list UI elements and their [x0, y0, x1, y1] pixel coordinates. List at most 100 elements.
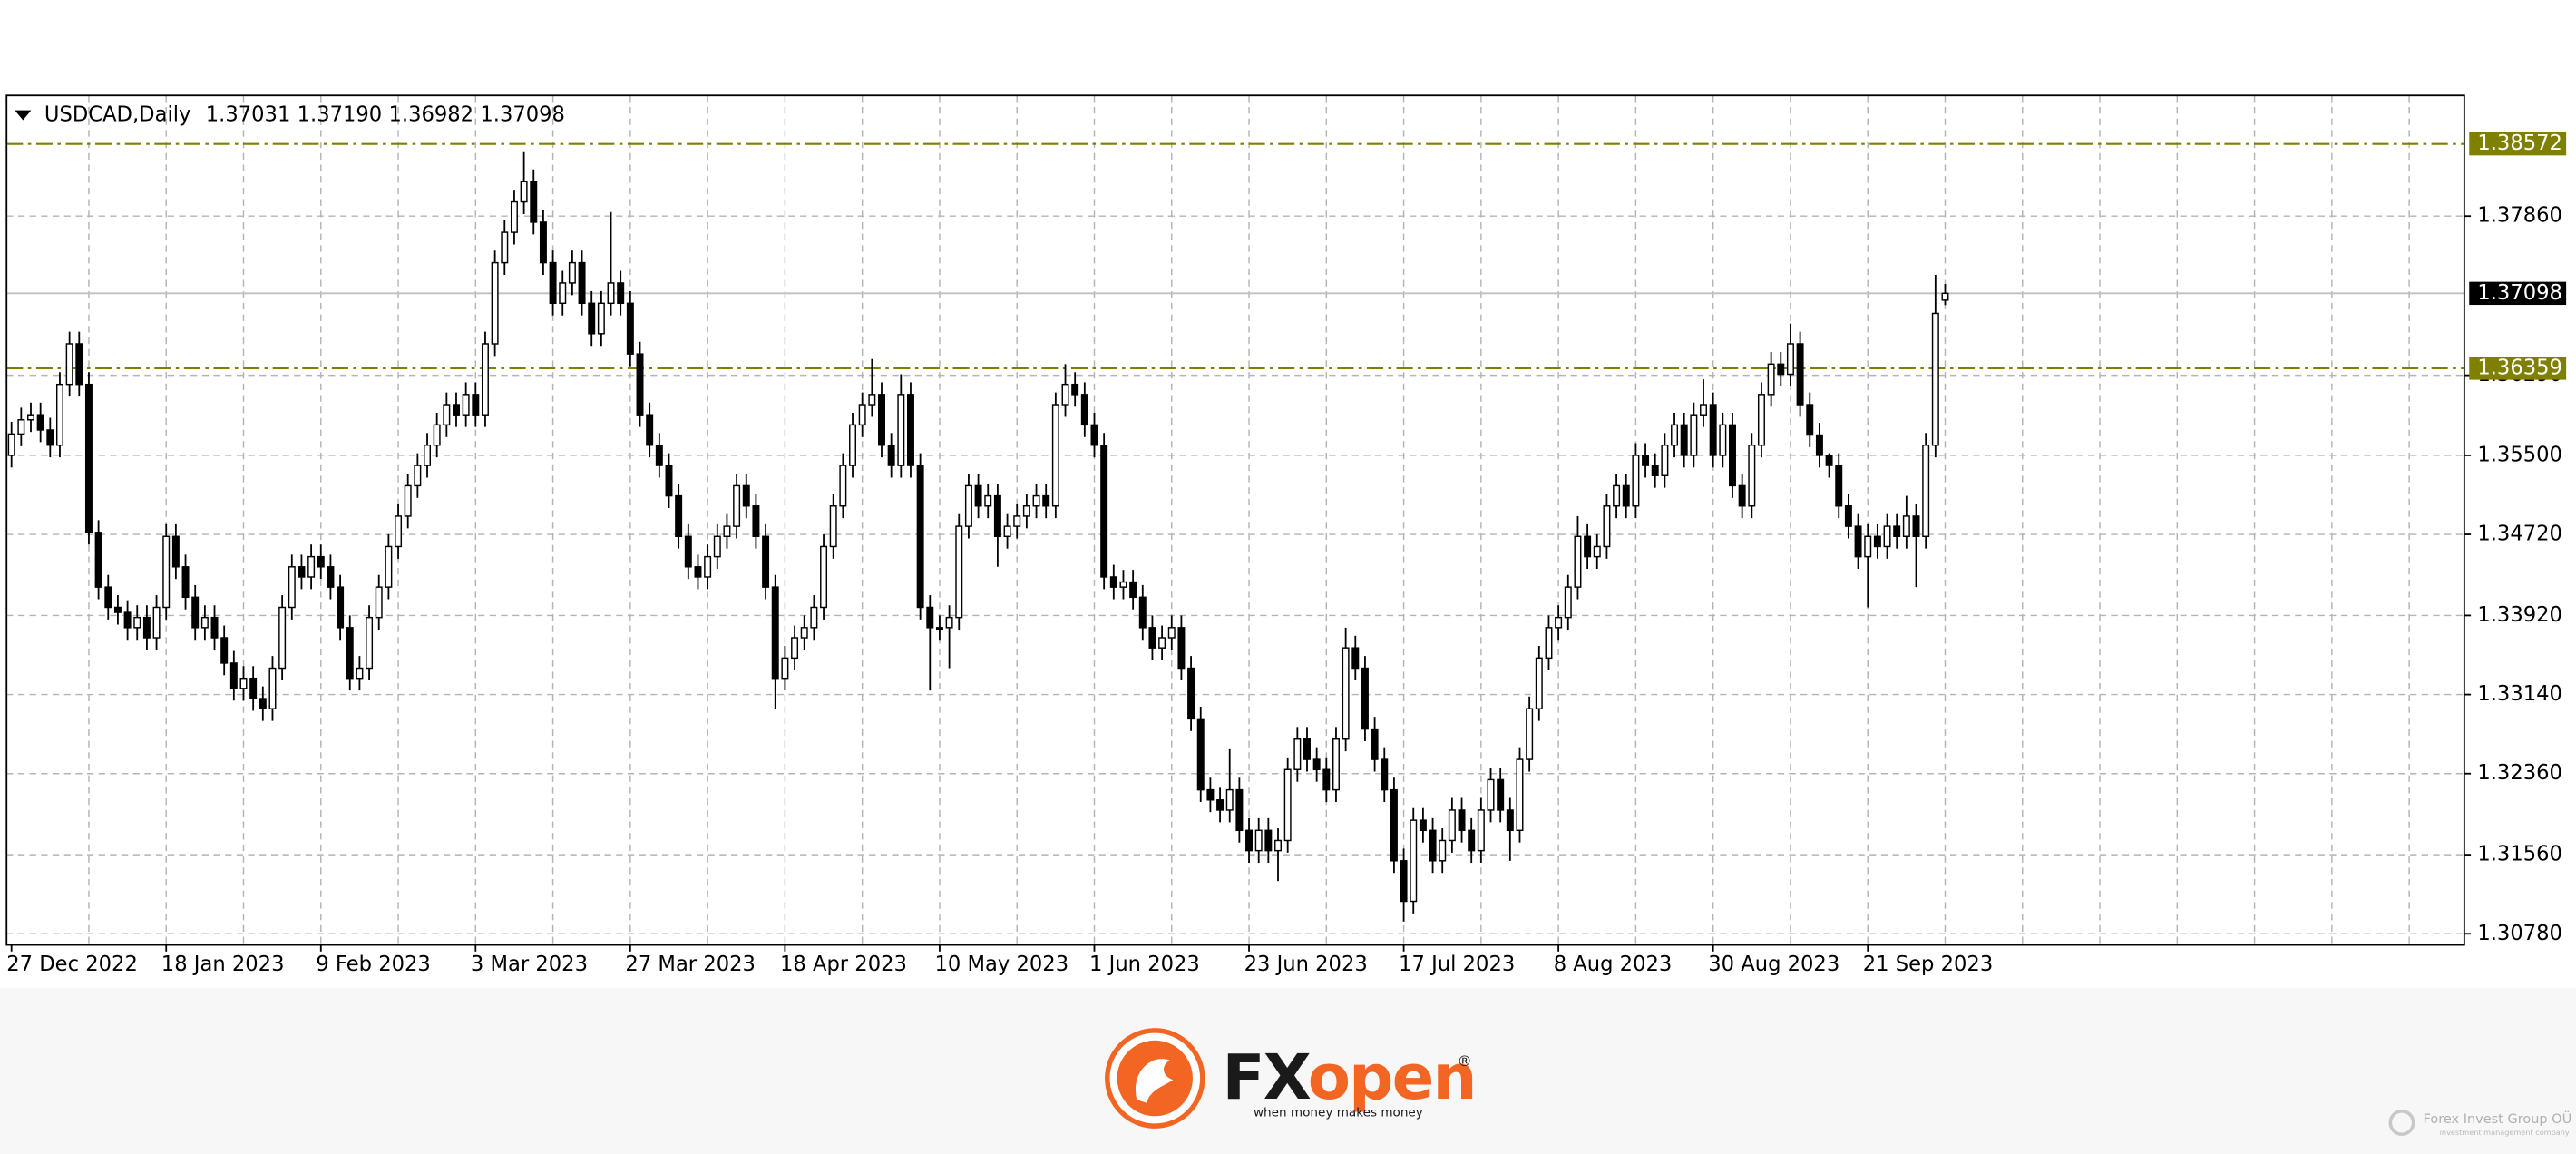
candle-body	[36, 414, 44, 431]
candle-body	[733, 484, 741, 527]
candle-body	[162, 535, 171, 609]
candle-body	[424, 444, 432, 466]
candle-body	[1854, 525, 1862, 558]
candle-body	[1332, 738, 1340, 791]
candle-body	[636, 353, 644, 416]
candle-body	[1109, 576, 1117, 588]
candle-body	[1729, 424, 1736, 487]
x-tick-label: 21 Sep 2023	[1863, 953, 1993, 976]
y-tick-label: 1.34720	[2477, 523, 2562, 546]
candle-body	[617, 282, 625, 305]
grid-layer	[6, 95, 2464, 945]
candle-body	[1922, 444, 1930, 538]
candle-body	[762, 535, 770, 588]
candle-body	[443, 404, 451, 426]
candle-body	[568, 261, 576, 284]
candle-body	[1497, 778, 1505, 811]
candle-body	[868, 394, 876, 406]
logo-fx: FX	[1223, 1042, 1311, 1114]
candle-body	[152, 606, 161, 639]
chart-title: USDCAD,Daily	[44, 103, 191, 127]
candle-body	[887, 444, 895, 466]
candle-body	[133, 616, 141, 629]
candle-body	[1912, 515, 1920, 538]
header-value: 1.37190	[298, 103, 383, 127]
candle-body	[7, 433, 15, 456]
candle-body	[1574, 535, 1582, 588]
candle-body	[1719, 424, 1727, 456]
x-tick-label: 3 Mar 2023	[471, 953, 588, 976]
candle-body	[462, 394, 470, 416]
candle-body	[259, 698, 267, 709]
candle-body	[1622, 484, 1630, 507]
candle-body	[626, 302, 634, 355]
candle-body	[1690, 414, 1698, 456]
candle-body	[510, 200, 518, 233]
candle-body	[1254, 829, 1263, 852]
logo-tagline: when money makes money	[1254, 1106, 1423, 1120]
header-values: 1.37031 1.37190 1.36982 1.37098	[206, 103, 565, 127]
logo-dragon	[1135, 1059, 1174, 1103]
candle-body	[1274, 839, 1282, 852]
candle-body	[926, 606, 934, 629]
candle-body	[1516, 758, 1524, 832]
candle-body	[1738, 484, 1746, 507]
candle-body	[1931, 312, 1939, 446]
logo-registered: ®	[1458, 1052, 1472, 1070]
footer-company: Forex Invest Group OÜ	[2424, 1110, 2572, 1127]
candle-body	[27, 414, 34, 421]
candle-body	[1003, 525, 1011, 538]
price-label: 1.37098	[2477, 281, 2562, 305]
candle-body	[1381, 758, 1389, 791]
candle-body	[1786, 343, 1794, 376]
candle-body	[1235, 788, 1244, 832]
candle-body	[1342, 647, 1350, 740]
candle-body	[65, 343, 73, 386]
candle-body	[104, 586, 112, 609]
candle-body	[1815, 434, 1823, 456]
candle-body	[239, 677, 248, 689]
candle-body	[17, 419, 25, 435]
candle-body	[1651, 465, 1659, 476]
candle-body	[453, 404, 460, 416]
candle-body	[327, 566, 335, 588]
footer-band	[0, 987, 2576, 1154]
candle-body	[1584, 535, 1592, 558]
y-tick-label: 1.30780	[2477, 922, 2562, 945]
x-tick-label: 1 Jun 2023	[1089, 953, 1200, 976]
candle-body	[123, 611, 132, 629]
candle-body	[307, 555, 316, 578]
candle-body	[1671, 424, 1679, 446]
candle-body	[771, 586, 779, 680]
candle-body	[1680, 424, 1688, 456]
candle-body	[1071, 383, 1079, 396]
candle-body	[191, 596, 200, 629]
candle-body	[839, 465, 847, 507]
top-band	[0, 0, 2576, 93]
candle-body	[549, 261, 557, 305]
collapse-arrow	[15, 110, 32, 121]
candle-body	[945, 616, 953, 629]
candle-body	[1283, 768, 1292, 842]
candle-body	[849, 424, 857, 466]
candle-body	[993, 494, 1001, 538]
candle-body	[1777, 363, 1785, 376]
candle-body	[1245, 829, 1254, 852]
y-tick-label: 1.35500	[2477, 443, 2562, 466]
candle-body	[559, 282, 567, 305]
candle-body	[974, 484, 982, 507]
candle-body	[829, 505, 837, 548]
candle-body	[810, 606, 818, 629]
candle-body	[501, 231, 509, 264]
candle-body	[1390, 788, 1398, 862]
candle-body	[1196, 718, 1205, 791]
plot-frame	[5, 94, 2465, 946]
candle-body	[1661, 444, 1669, 476]
candle-body	[713, 535, 721, 558]
candle-body	[694, 566, 702, 578]
candle-body	[1825, 455, 1833, 466]
levels-layer	[6, 142, 2464, 370]
candle-body	[800, 627, 808, 639]
candle-body	[1883, 525, 1891, 548]
